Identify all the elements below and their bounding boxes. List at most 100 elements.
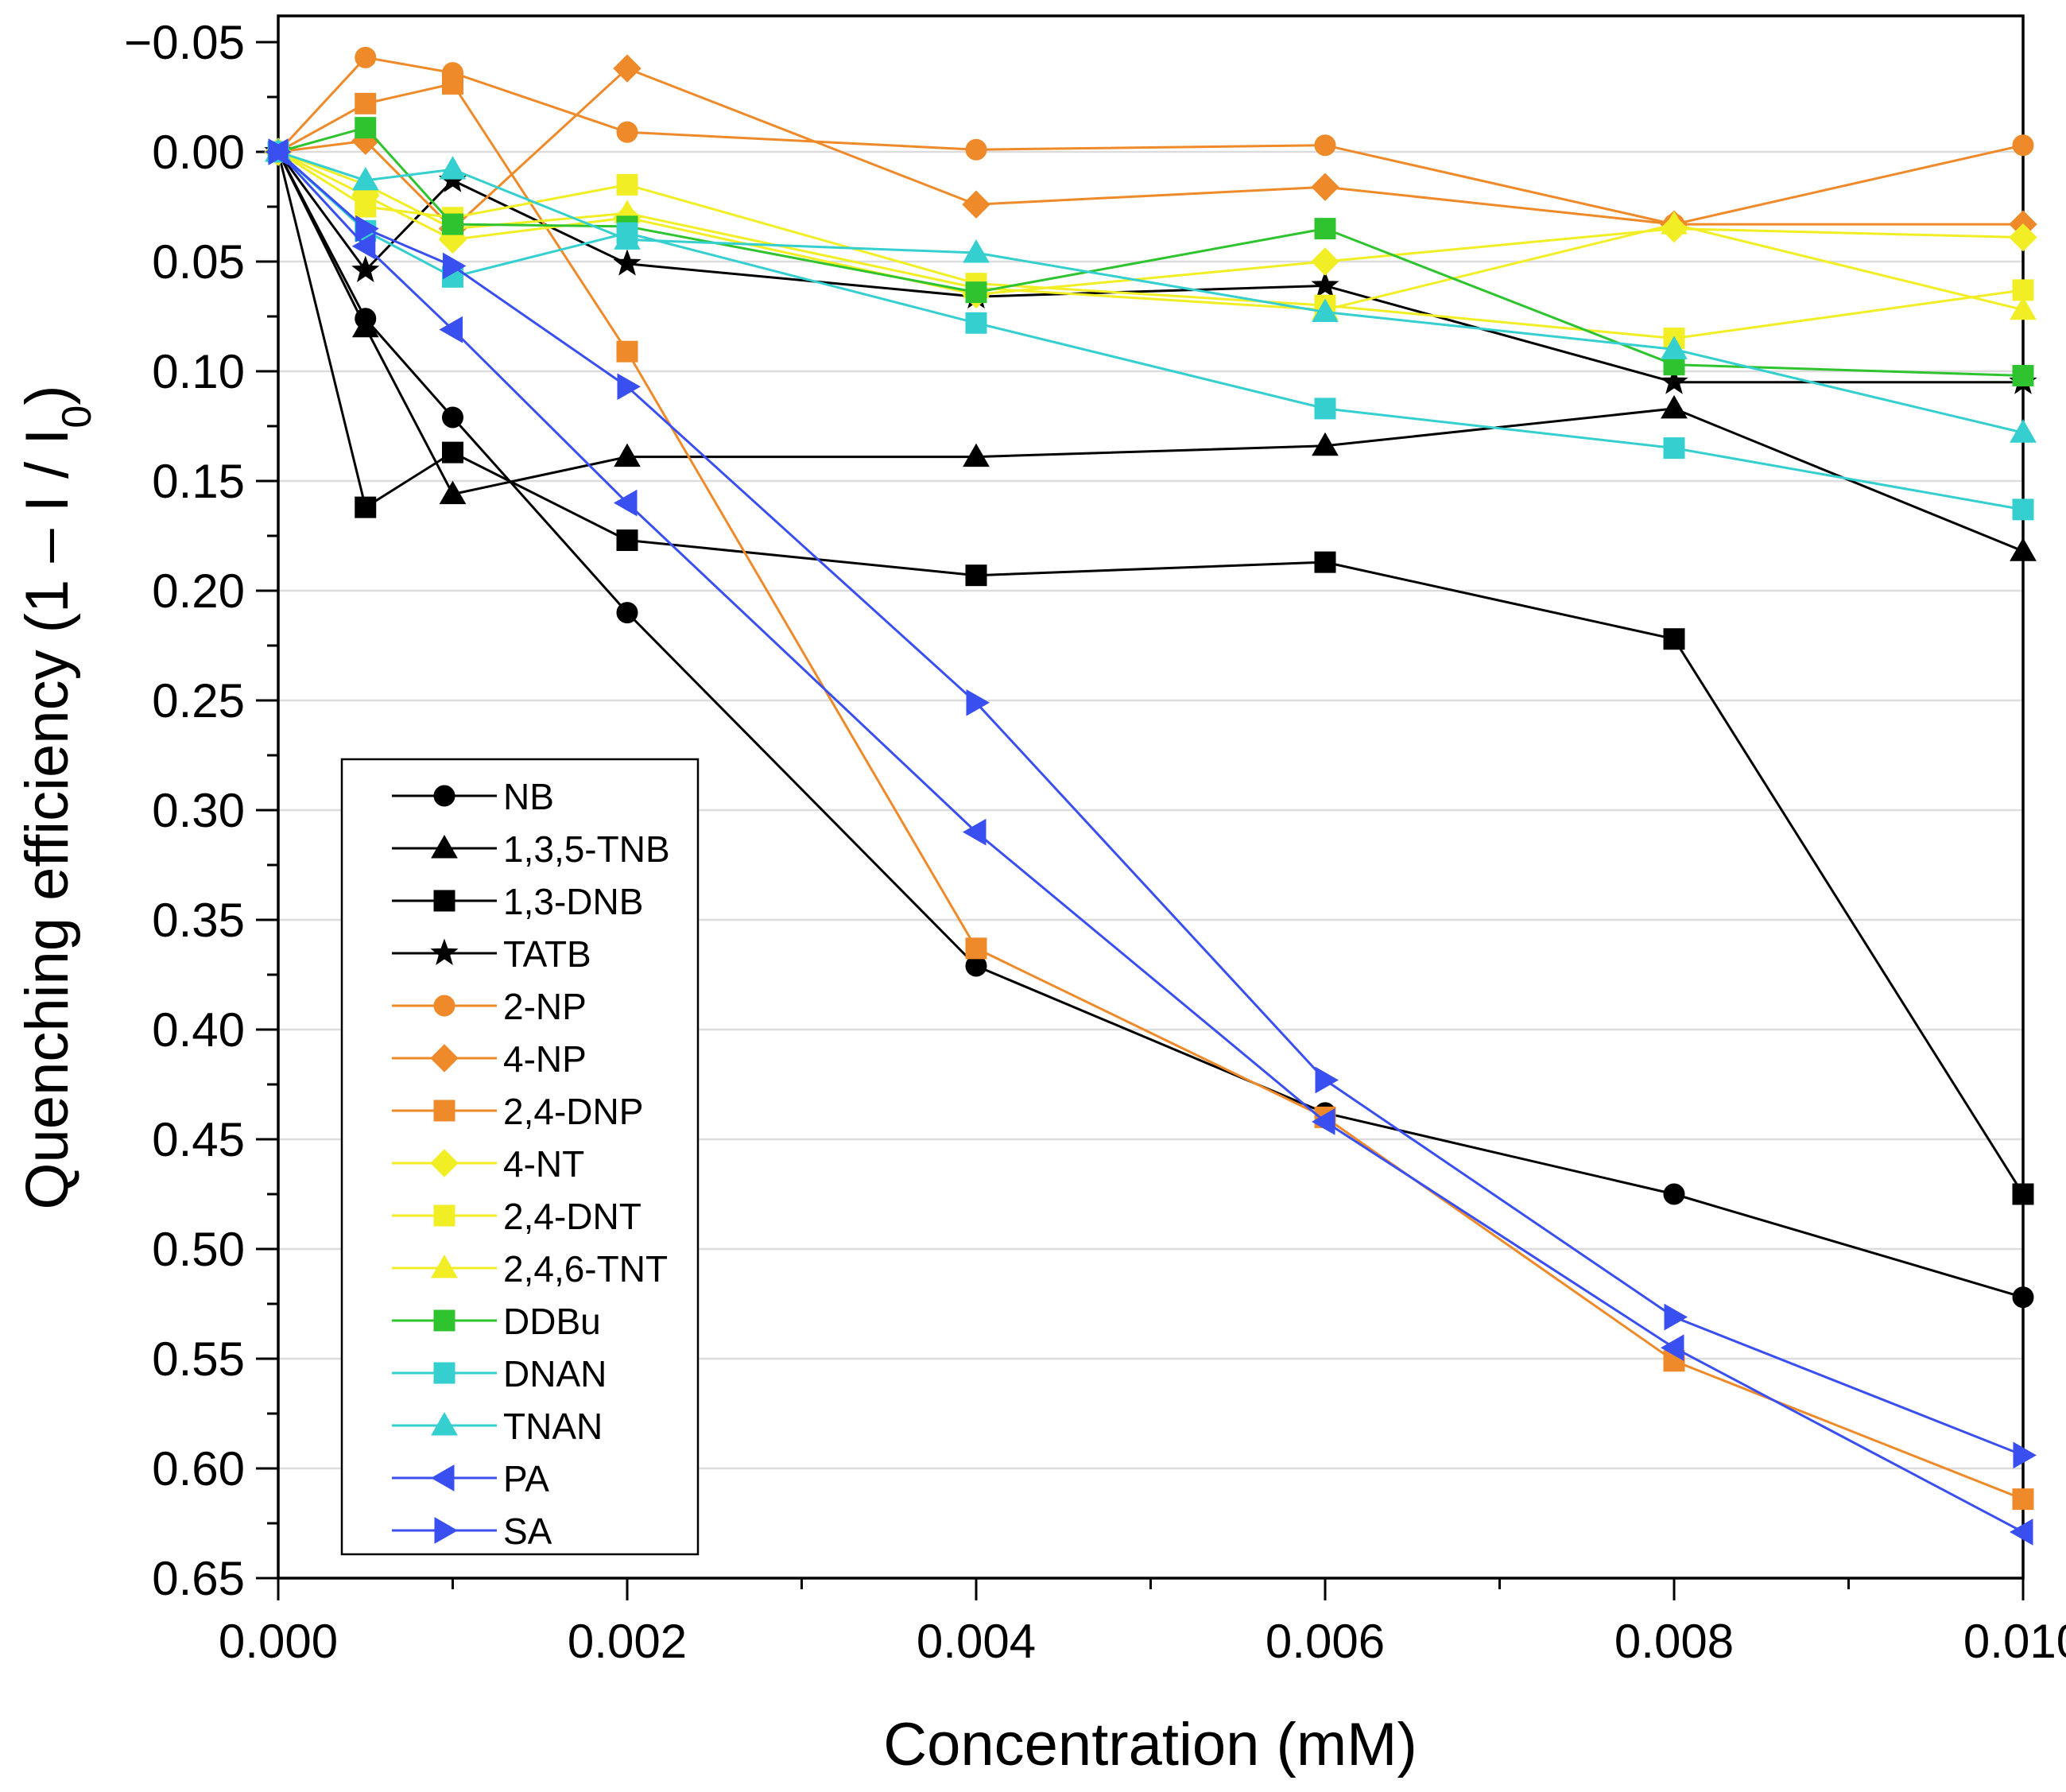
series-line (277, 150, 2024, 511)
legend-item: DDBu (392, 1301, 601, 1342)
data-point (443, 252, 467, 280)
legend-item: 2,4,6-TNT (392, 1248, 668, 1290)
x-axis-title: Concentration (mM) (883, 1711, 1417, 1778)
legend-marker (433, 995, 455, 1017)
series-line (277, 126, 2024, 377)
x-tick-label: 0.006 (1266, 1615, 1385, 1668)
legend-item: 1,3,5-TNB (392, 828, 670, 870)
data-point (1311, 270, 1339, 298)
series-line (277, 150, 2024, 296)
series-line (277, 151, 2024, 553)
data-point (439, 156, 467, 180)
y-tick-label: 0.40 (152, 1003, 245, 1057)
series-tnan (265, 138, 2037, 443)
legend-label: 2,4-DNP (503, 1091, 643, 1132)
legend-label: PA (503, 1458, 549, 1499)
legend-item: DNAN (392, 1353, 607, 1394)
data-point (2010, 537, 2037, 561)
data-point (355, 92, 377, 114)
series-line (277, 151, 2023, 384)
data-point (616, 121, 638, 143)
legend-marker (433, 785, 455, 807)
data-point (613, 54, 642, 83)
x-tick-label: 0.004 (917, 1615, 1036, 1668)
series-tatb (264, 137, 2037, 394)
legend-label: 1,3,5-TNB (503, 828, 670, 870)
legend-label: 2-NP (503, 986, 587, 1027)
y-tick-label: 0.35 (152, 894, 245, 947)
legend-marker (433, 1204, 455, 1227)
x-tick-label: 0.002 (568, 1615, 687, 1668)
ticks-layer: −0.05 0.00 0.05 0.10 0.15 0.20 0.25 0.30 0.35 0.4… (124, 16, 2066, 1668)
data-point (1312, 432, 1339, 456)
data-point (268, 138, 293, 165)
legend-marker (433, 890, 455, 912)
data-point (439, 316, 463, 343)
legend-item: TNAN (392, 1406, 603, 1447)
series-layer (264, 46, 2037, 1546)
legend-label: DNAN (503, 1353, 607, 1394)
data-point (1311, 173, 1339, 201)
data-point (965, 281, 987, 304)
legend-label: DDBu (503, 1301, 601, 1342)
data-point (1314, 218, 1336, 240)
data-point (2012, 498, 2034, 521)
data-point (614, 226, 641, 250)
series-line (277, 67, 2023, 231)
data-point (614, 443, 641, 467)
data-point (1663, 628, 1685, 650)
data-point (351, 166, 379, 191)
data-point (965, 138, 987, 161)
legend-label: SA (503, 1511, 552, 1552)
data-point (442, 72, 463, 95)
series-line (277, 151, 2025, 1195)
y-axis-title: Quenching efficiency (1 – I / I0) (14, 385, 100, 1209)
y-axis-title-subscript: 0 (54, 405, 100, 429)
legend-label: 4-NP (503, 1038, 587, 1080)
data-point (1663, 1183, 1685, 1205)
data-point (1661, 336, 1688, 359)
data-point (442, 213, 463, 235)
data-point (439, 480, 467, 505)
legend-box (340, 758, 700, 1556)
y-tick-label: 0.55 (152, 1332, 245, 1386)
data-point (965, 312, 987, 334)
data-point (2010, 296, 2037, 320)
y-tick-label: 0.50 (152, 1223, 245, 1276)
series-line (277, 151, 2024, 1299)
legend-marker (433, 1362, 455, 1384)
series-ddbu (267, 117, 2034, 387)
legend-label: TNAN (503, 1406, 603, 1447)
legend-item: 4-NT (392, 1143, 584, 1185)
y-tick-label: 0.65 (152, 1552, 245, 1605)
data-point (613, 489, 638, 517)
legend: NB 1,3,5-TNB 1,3-DNB TATB 2-NP 4-NP 2,4-DNP 4-N… (340, 758, 700, 1556)
data-point (442, 406, 463, 429)
y-tick-label: 0.05 (152, 235, 245, 289)
data-point (963, 443, 990, 467)
legend-marker (430, 1044, 459, 1072)
legend-label: NB (503, 776, 554, 817)
series-line (277, 150, 2024, 1534)
data-point (351, 255, 380, 282)
legend-item: TATB (392, 933, 591, 975)
data-point (1314, 134, 1336, 157)
legend-marker (431, 1254, 458, 1278)
data-point (613, 249, 642, 276)
data-point (351, 313, 379, 338)
data-point (355, 117, 377, 139)
y-tick-label: 0.00 (152, 126, 245, 179)
data-point (616, 602, 638, 624)
data-point (963, 239, 990, 263)
series-sa (268, 138, 2037, 1469)
data-point (1311, 1108, 1335, 1135)
data-point (2009, 1519, 2033, 1546)
data-point (2013, 1441, 2037, 1469)
data-point (965, 564, 987, 587)
legend-marker (433, 1100, 455, 1122)
legend-marker (431, 834, 458, 859)
legend-item: SA (392, 1511, 552, 1552)
series-line (277, 150, 2024, 1456)
data-point (616, 173, 638, 196)
y-tick-label: 0.25 (152, 674, 245, 727)
